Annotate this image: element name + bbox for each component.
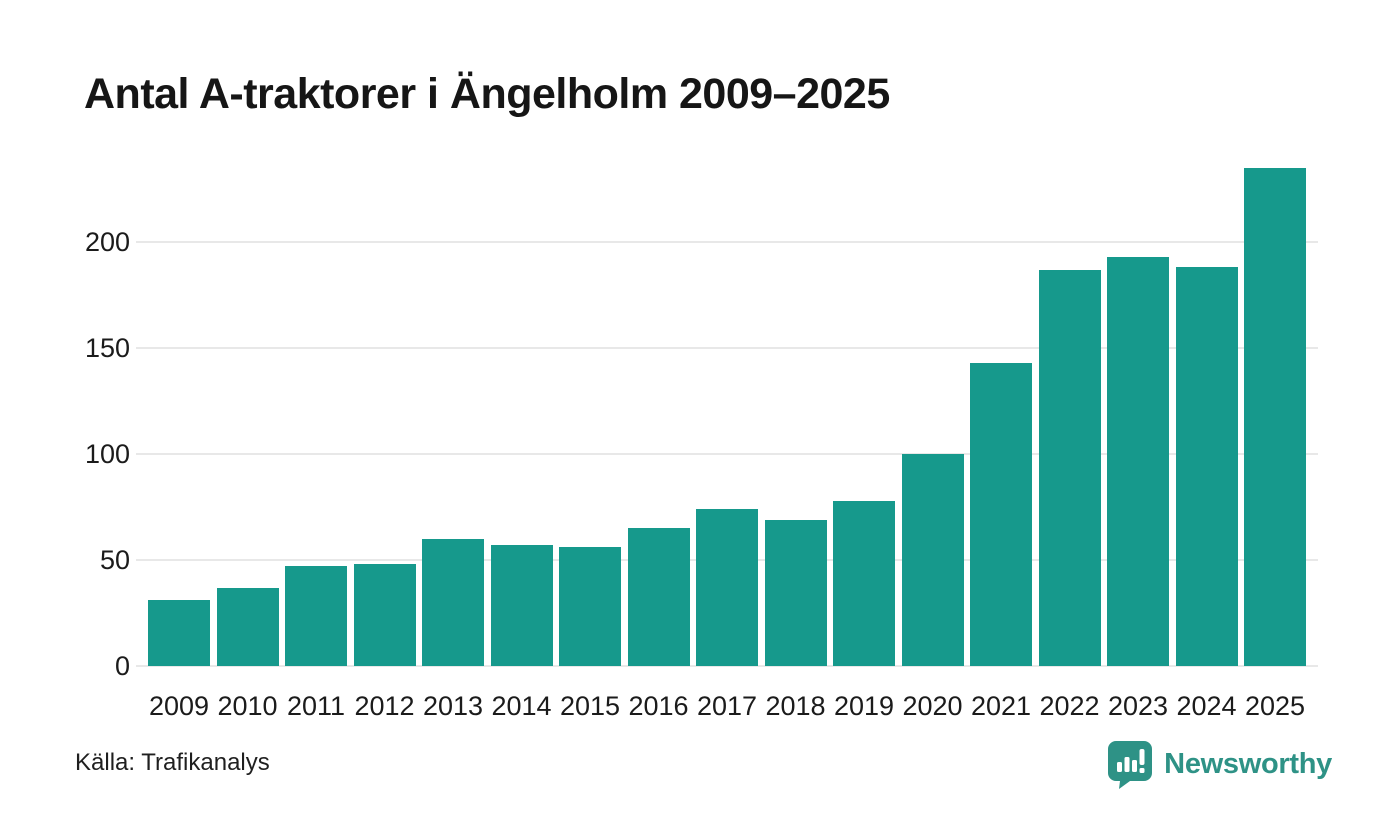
x-axis-label-2019: 2019 (833, 691, 895, 721)
bar-2012 (353, 564, 416, 666)
x-axis-label-2013: 2013 (422, 691, 484, 721)
bar-2014 (490, 545, 553, 666)
y-axis-label-0: 0 (114, 651, 130, 681)
bar-2011 (285, 566, 347, 666)
bar-2010 (216, 587, 279, 666)
y-axis-label-50: 50 (99, 545, 130, 575)
x-axis-label-2017: 2017 (696, 691, 758, 721)
gridline-150 (136, 347, 1318, 349)
x-axis-label-2023: 2023 (1107, 691, 1169, 721)
y-axis-label-150: 150 (84, 333, 130, 363)
bar-2015 (559, 547, 621, 666)
bar-2009 (148, 600, 210, 666)
x-axis-label-2011: 2011 (286, 691, 346, 721)
bar-2022 (1038, 269, 1101, 666)
x-axis-label-2022: 2022 (1039, 691, 1100, 721)
y-axis-label-100: 100 (84, 439, 130, 469)
bar-2013 (422, 538, 484, 666)
bar-2024 (1175, 267, 1238, 666)
x-axis-label-2024: 2024 (1176, 691, 1237, 721)
bar-2025 (1244, 167, 1306, 666)
x-axis-label-2015: 2015 (559, 691, 621, 721)
brand-logo: Newsworthy (1106, 738, 1332, 790)
x-axis-label-2020: 2020 (902, 691, 963, 721)
bar-2023 (1107, 256, 1169, 666)
x-axis-label-2025: 2025 (1244, 691, 1306, 721)
bar-2018 (764, 519, 827, 666)
chart-title: Antal A-traktorer i Ängelholm 2009–2025 (84, 70, 890, 118)
x-axis-label-2012: 2012 (354, 691, 415, 721)
bar-chart-speech-bubble-icon (1106, 739, 1154, 789)
x-axis-label-2010: 2010 (217, 691, 278, 721)
brand-name: Newsworthy (1164, 747, 1332, 780)
bar-2019 (833, 500, 895, 666)
bar-2021 (970, 362, 1032, 666)
source-note: Källa: Trafikanalys (75, 749, 270, 776)
y-axis-label-200: 200 (84, 227, 130, 257)
gridline-200 (136, 241, 1318, 243)
x-axis-label-2016: 2016 (628, 691, 689, 721)
bar-2016 (627, 528, 690, 666)
x-axis-label-2018: 2018 (765, 691, 826, 721)
bar-2020 (901, 454, 964, 666)
x-axis-label-2021: 2021 (970, 691, 1032, 721)
gridline-100 (136, 453, 1318, 455)
bar-2017 (696, 509, 758, 666)
x-axis-label-2009: 2009 (148, 691, 210, 721)
x-axis-label-2014: 2014 (491, 691, 552, 721)
gridline-0 (136, 665, 1318, 667)
